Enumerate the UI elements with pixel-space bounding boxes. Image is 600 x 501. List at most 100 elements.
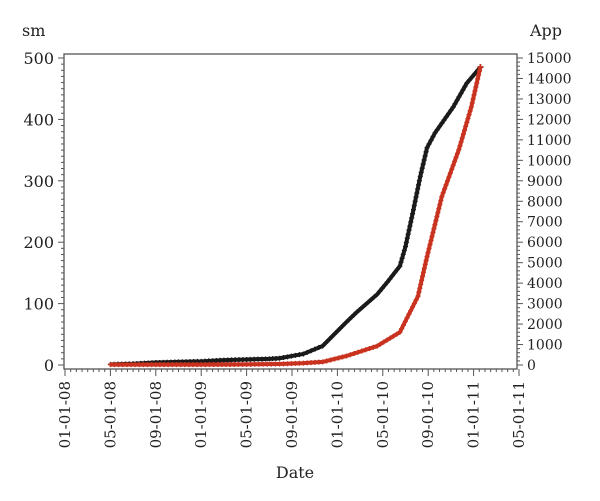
data-point-App: [427, 242, 433, 248]
data-point-sm: [365, 299, 371, 305]
x-tick-label: 01-01-08: [56, 381, 74, 448]
data-point-App: [399, 326, 405, 332]
data-point-sm: [420, 161, 426, 167]
data-point-App: [377, 341, 383, 347]
data-point-sm: [360, 304, 366, 310]
data-point-App: [439, 194, 445, 200]
data-point-App: [421, 265, 427, 271]
series-line-App: [110, 66, 483, 367]
x-axis-label: Date: [276, 463, 314, 482]
data-point-App: [453, 155, 459, 161]
data-point-sm: [410, 211, 416, 217]
data-point-App: [419, 277, 425, 283]
data-point-sm: [357, 307, 363, 313]
data-point-sm: [415, 186, 421, 192]
data-point-App: [394, 331, 400, 337]
data-point-App: [420, 269, 426, 275]
y-right-tick-label: 8000: [527, 194, 563, 210]
x-tick-label: 09-01-09: [283, 381, 301, 448]
data-point-App: [428, 238, 434, 244]
axes: 0100200300400500010002000300040005000600…: [23, 49, 571, 448]
data-point-App: [384, 337, 390, 343]
data-point-App: [400, 322, 406, 328]
series-line-sm: [110, 65, 482, 367]
data-point-sm: [368, 296, 374, 302]
data-point-App: [374, 343, 380, 349]
y-right-tick-label: 2000: [527, 317, 563, 333]
data-point-sm: [441, 117, 447, 123]
data-point-App: [430, 230, 436, 236]
data-point-sm: [409, 215, 415, 221]
data-point-sm: [424, 145, 430, 151]
data-point-sm: [292, 352, 298, 358]
data-point-App: [452, 158, 458, 164]
data-point-App: [432, 222, 438, 228]
y-right-tick-label: 14000: [527, 71, 572, 87]
data-point-sm: [458, 90, 464, 96]
data-point-App: [422, 261, 428, 267]
data-point-App: [435, 210, 441, 216]
data-point-sm: [403, 243, 408, 249]
y-right-tick-label: 13000: [527, 92, 572, 108]
y-right-tick-label: 3000: [527, 297, 563, 313]
data-point-sm: [397, 263, 403, 269]
data-point-sm: [374, 291, 380, 297]
data-point-App: [397, 329, 403, 335]
y-right-tick-label: 12000: [527, 112, 572, 128]
data-point-sm: [329, 334, 335, 340]
data-point-App: [411, 300, 417, 306]
data-point-App: [343, 353, 349, 359]
data-point-App: [436, 206, 442, 212]
data-point-sm: [316, 345, 322, 351]
data-point-sm: [387, 276, 393, 282]
data-point-App: [456, 147, 462, 153]
data-point-sm: [443, 114, 449, 120]
data-point-App: [381, 339, 387, 345]
data-point-sm: [389, 273, 395, 279]
data-point-App: [390, 333, 396, 339]
data-point-sm: [371, 294, 377, 300]
data-point-App: [420, 273, 426, 279]
data-point-App: [458, 139, 464, 145]
data-point-sm: [464, 80, 470, 86]
data-point-App: [443, 182, 449, 188]
data-point-App: [438, 198, 444, 204]
data-point-sm: [284, 354, 290, 360]
x-tick-label: 09-01-08: [147, 381, 165, 448]
y-left-tick-label: 0: [44, 356, 54, 375]
data-point-App: [336, 355, 342, 361]
data-point-sm: [411, 203, 417, 209]
y-right-tick-label: 11000: [527, 133, 572, 149]
data-point-sm: [398, 259, 404, 265]
y-right-tick-label: 7000: [527, 215, 563, 231]
data-point-sm: [354, 309, 360, 315]
data-point-App: [431, 226, 437, 232]
data-point-sm: [410, 207, 416, 213]
data-point-App: [426, 246, 432, 252]
data-point-sm: [362, 302, 368, 308]
data-point-App: [434, 214, 440, 220]
data-point-App: [366, 346, 372, 352]
data-point-sm: [288, 353, 294, 359]
data-point-sm: [382, 282, 388, 288]
y-right-tick-label: 5000: [527, 256, 563, 272]
data-point-sm: [379, 285, 385, 291]
data-point-App: [457, 143, 463, 149]
data-point-App: [355, 349, 361, 355]
x-tick-label: 01-01-09: [192, 381, 210, 448]
data-point-App: [410, 304, 416, 310]
data-point-sm: [416, 182, 422, 188]
data-point-sm: [304, 349, 310, 355]
data-point-sm: [421, 157, 427, 163]
data-point-sm: [417, 174, 423, 180]
data-point-sm: [456, 94, 462, 100]
y-left-tick-label: 400: [23, 110, 54, 129]
data-point-App: [464, 119, 470, 125]
data-point-sm: [472, 71, 478, 77]
x-tick-label: 01-01-11: [465, 381, 483, 448]
data-point-sm: [277, 355, 283, 361]
data-point-App: [351, 351, 357, 357]
data-point-App: [324, 358, 330, 364]
data-point-sm: [394, 266, 400, 272]
data-point-App: [474, 80, 480, 86]
